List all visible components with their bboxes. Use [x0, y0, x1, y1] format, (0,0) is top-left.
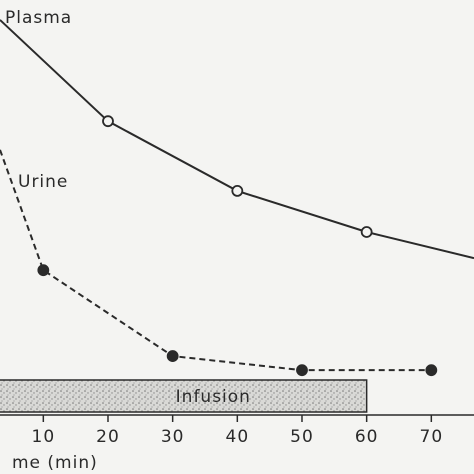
x-tick-label: 40	[226, 427, 250, 447]
data-point	[296, 364, 308, 377]
data-point	[102, 115, 114, 128]
band-label: Infusion	[176, 387, 251, 407]
x-tick-label: 60	[355, 427, 379, 447]
series-label: Urine	[18, 172, 68, 192]
x-tick-label: 20	[96, 427, 120, 447]
series-line	[0, 19, 474, 260]
x-tick-label: 10	[32, 427, 56, 447]
data-point	[166, 350, 179, 362]
x-tick-label: 30	[161, 427, 185, 447]
infusion-band	[0, 379, 368, 413]
data-point	[231, 184, 244, 197]
series-label: Plasma	[5, 8, 72, 28]
x-tick-label: 50	[290, 427, 314, 447]
x-tick-label: 70	[420, 427, 444, 447]
data-point	[37, 264, 50, 277]
x-axis-label: me (min)	[12, 453, 98, 473]
data-point	[425, 364, 438, 377]
data-point	[360, 226, 373, 238]
